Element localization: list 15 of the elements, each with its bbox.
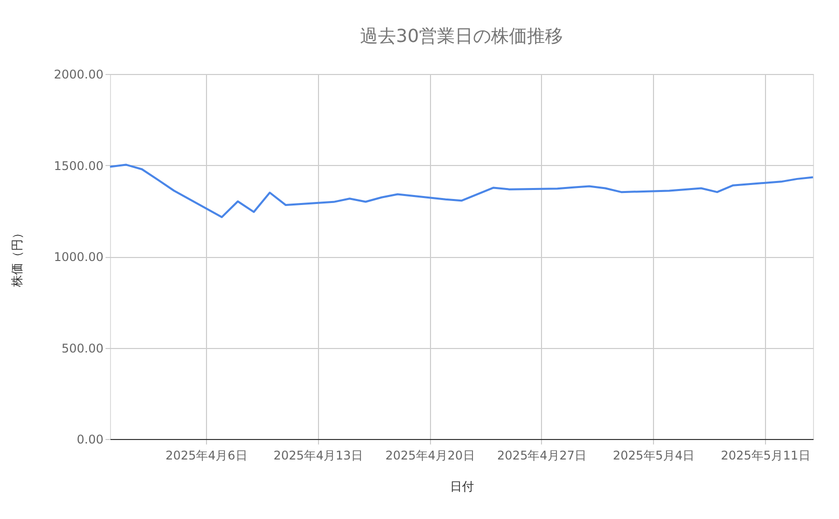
x-tick-label: 2025年4月6日 [165,448,248,462]
x-axis-title: 日付 [450,480,474,494]
y-tick-label: 500.00 [62,341,104,356]
line-series [109,164,814,218]
x-tick-label: 2025年4月27日 [497,448,587,462]
chart-title: 過去30営業日の株価推移 [360,26,563,47]
x-tick-label: 2025年4月13日 [273,448,363,462]
y-tick-label: 2000.00 [54,68,104,82]
x-tick-label: 2025年5月11日 [720,448,810,462]
x-tick-label: 2025年4月20日 [385,448,475,462]
x-tick-label: 2025年5月4日 [612,448,695,462]
y-axis-title: 株価（円） [10,227,24,288]
y-tick-label: 1000.00 [54,250,104,264]
y-tick-label: 0.00 [76,432,104,446]
y-tick-label: 1500.00 [54,158,104,173]
